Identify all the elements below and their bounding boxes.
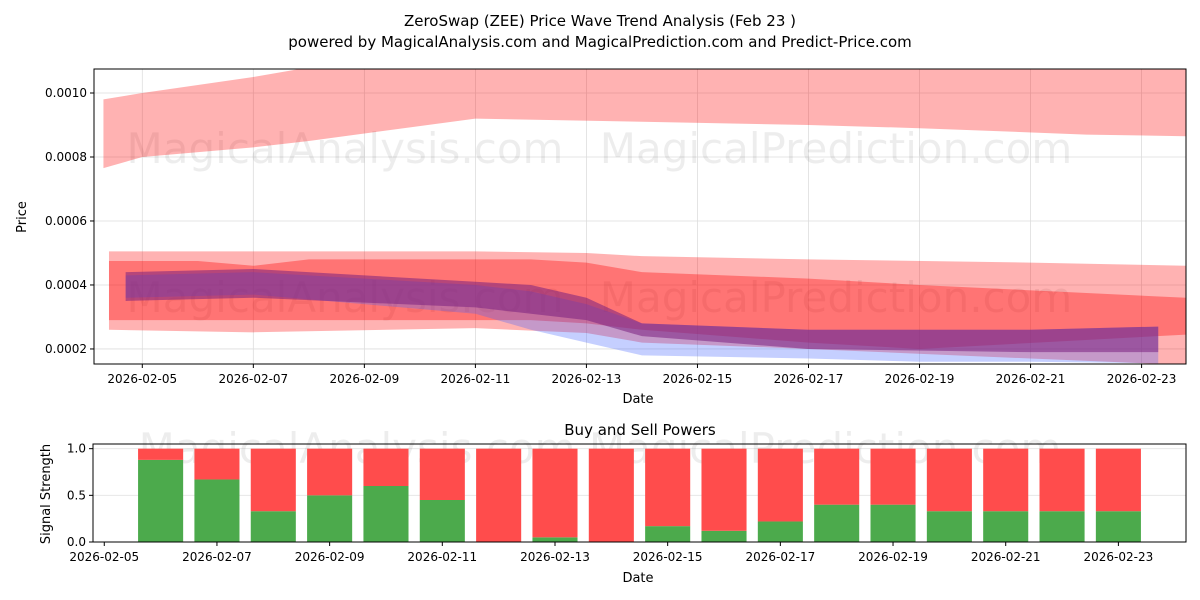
y-tick-label: 0.0 [67,535,86,549]
band-outer-top [103,69,1186,169]
plot-frame [92,443,1187,543]
sell-bar [645,448,691,527]
x-tick-label: 2026-02-19 [858,550,928,564]
y-tick-label: 0.0010 [45,86,87,100]
sell-bar [588,448,634,542]
buy-bar [250,511,296,542]
buy-bar [645,526,691,542]
buy-bar [1039,511,1085,542]
x-tick-label: 2026-02-13 [520,550,590,564]
x-tick-label: 2026-02-05 [107,372,177,386]
x-tick-label: 2026-02-13 [552,372,622,386]
band-purple [125,268,1159,353]
x-tick-label: 2026-02-07 [218,372,288,386]
sell-bar [983,448,1029,512]
x-tick-label: 2026-02-15 [663,372,733,386]
chart-title: ZeroSwap (ZEE) Price Wave Trend Analysis… [404,12,796,30]
x-tick-label: 2026-02-07 [182,550,252,564]
sell-bar [363,448,409,486]
x-tick-label: 2026-02-15 [633,550,703,564]
y-axis-label: Price [15,201,30,233]
x-tick-label: 2026-02-09 [329,372,399,386]
bar-y-axis-label: Signal Strength [39,444,54,544]
bar-x-axis-label: Date [622,571,653,586]
buy-bar [983,511,1029,542]
x-tick-label: 2026-02-19 [885,372,955,386]
buy-bar [870,504,916,542]
buy-bar [757,521,803,542]
x-tick-label: 2026-02-23 [1107,372,1177,386]
sell-bar [419,448,465,500]
y-tick-label: 0.0008 [45,150,87,164]
x-tick-label: 2026-02-21 [996,372,1066,386]
y-tick-label: 0.0006 [45,214,87,228]
price-plot: 2026-02-05 2026-02-07 2026-02-09 2026-02-11… [45,68,1187,386]
watermark: MagicalPrediction.com [600,273,1073,322]
sell-bar [814,448,860,505]
x-tick-label: 2026-02-05 [69,550,139,564]
x-tick-label: 2026-02-17 [774,372,844,386]
bands [103,69,1186,364]
x-tick-label: 2026-02-23 [1084,550,1154,564]
sell-bar [532,448,578,538]
sell-bar [194,448,240,480]
y-tick-label: 0.0002 [45,342,87,356]
sell-bar [250,448,296,512]
sell-bar [926,448,972,512]
buy-bar [532,537,578,542]
x-tick-label: 2026-02-11 [407,550,477,564]
sell-bar [701,448,747,531]
sell-bar [138,448,184,460]
y-tick-label: 0.5 [67,488,86,502]
bar-chart-title: Buy and Sell Powers [564,421,716,439]
sell-bar [476,448,522,542]
watermark: MagicalAnalysis.com [127,124,564,173]
buy-bar [194,479,240,542]
buy-bar [1095,511,1141,542]
buy-bar [363,486,409,542]
buy-bar [814,504,860,542]
buy-sell-plot: 0.00.51.0 MagicalAnalysis.com MagicalPred… [67,424,1187,564]
x-tick-label: 2026-02-09 [295,550,365,564]
sell-bar [757,448,803,522]
buy-bar [926,511,972,542]
x-tick-label: 2026-02-21 [971,550,1041,564]
watermark: MagicalPrediction.com [600,124,1073,173]
buy-bar [701,530,747,542]
x-tick-label: 2026-02-11 [441,372,511,386]
sell-bar [1095,448,1141,512]
buy-bar [419,500,465,542]
buy-bar [138,459,184,542]
chart-subtitle: powered by MagicalAnalysis.com and Magic… [288,33,912,51]
x-tick-label: 2026-02-17 [745,550,815,564]
y-tick-label: 1.0 [67,442,86,456]
y-tick-label: 0.0004 [45,278,87,292]
plot-frame [93,68,1187,365]
sell-bar [307,448,353,496]
x-axis-label: Date [622,392,653,407]
sell-bar [1039,448,1085,512]
sell-bar [870,448,916,505]
buy-bar [307,495,353,542]
